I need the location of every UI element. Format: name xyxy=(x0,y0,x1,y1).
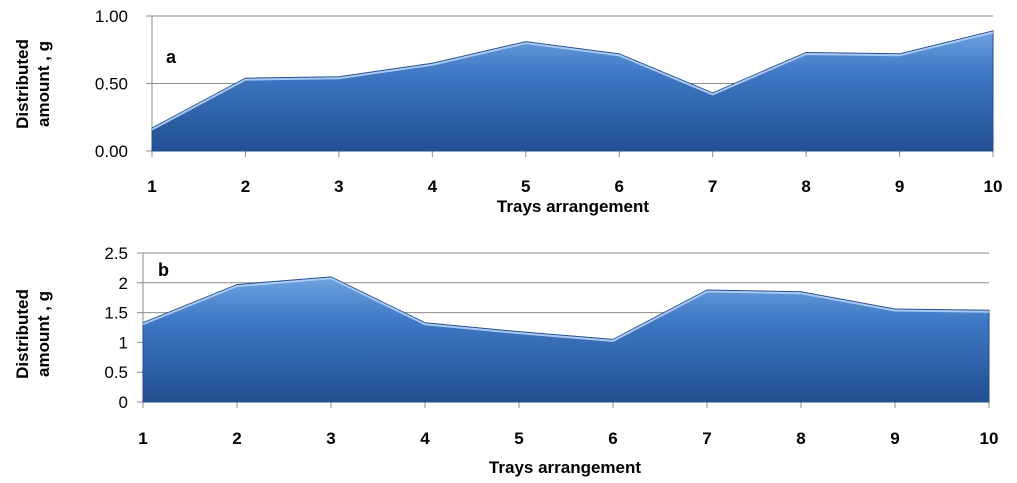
x-tick-label: 1 xyxy=(147,177,156,196)
x-tick-label: 6 xyxy=(614,177,623,196)
x-tick-label: 4 xyxy=(428,177,438,196)
x-tick-label: 7 xyxy=(702,429,711,448)
x-tick-label: 9 xyxy=(895,177,904,196)
y-tick-label: 0.50 xyxy=(95,75,128,94)
panel-label: b xyxy=(158,260,169,280)
y-axis-title-line2: amount , g xyxy=(34,41,53,127)
y-tick-label: 0.5 xyxy=(104,363,128,382)
panel-label: a xyxy=(166,47,177,67)
y-tick-label: 2.5 xyxy=(104,244,128,263)
y-tick-label: 0.00 xyxy=(95,142,128,161)
x-tick-labels: 1 2 3 4 5 6 7 8 9 10 xyxy=(138,429,998,448)
y-tick-label: 1 xyxy=(119,333,128,352)
y-tick-label: 1.5 xyxy=(104,304,128,323)
x-tick-label: 3 xyxy=(334,177,343,196)
x-tick-label: 8 xyxy=(796,429,805,448)
area-top-edge xyxy=(151,31,994,131)
y-tick-label: 1.00 xyxy=(95,7,128,26)
area-series xyxy=(151,30,994,152)
x-axis-title: Trays arrangement xyxy=(489,458,641,477)
area-series xyxy=(142,276,990,403)
y-axis-title-line1: Distributed xyxy=(13,289,32,379)
chart-panel-a: 0.00 0.50 1.00 1 2 3 4 5 6 7 8 9 10 a Trays arrange… xyxy=(13,7,1002,216)
x-tick-label: 3 xyxy=(326,429,335,448)
x-tick-label: 4 xyxy=(420,429,430,448)
x-tick-label: 8 xyxy=(801,177,810,196)
x-axis-title: Trays arrangement xyxy=(497,197,649,216)
x-tick-label: 10 xyxy=(984,177,1003,196)
x-tick-label: 5 xyxy=(521,177,530,196)
area-series-group xyxy=(151,30,994,152)
x-tick-label: 7 xyxy=(708,177,717,196)
x-tick-labels: 1 2 3 4 5 6 7 8 9 10 xyxy=(147,177,1002,196)
x-tick-label: 2 xyxy=(241,177,250,196)
y-axis-title-line2: amount , g xyxy=(34,291,53,377)
y-axis-title-line1: Distributed xyxy=(13,39,32,129)
x-tick-label: 5 xyxy=(514,429,523,448)
chart-panel-b: 0 0.5 1 1.5 2 2.5 1 2 3 4 5 6 7 8 9 10 b Trays arrange… xyxy=(13,244,998,477)
y-tick-labels: 0.00 0.50 1.00 xyxy=(95,7,128,161)
x-tick-label: 2 xyxy=(232,429,241,448)
area-series-group xyxy=(142,276,990,403)
x-tick-label: 10 xyxy=(980,429,999,448)
x-tick-label: 6 xyxy=(608,429,617,448)
area-top-edge xyxy=(142,277,990,342)
y-tick-label: 2 xyxy=(119,274,128,293)
x-tick-label: 9 xyxy=(890,429,899,448)
x-tick-label: 1 xyxy=(138,429,147,448)
y-tick-labels: 0 0.5 1 1.5 2 2.5 xyxy=(104,244,128,412)
y-tick-label: 0 xyxy=(119,393,128,412)
